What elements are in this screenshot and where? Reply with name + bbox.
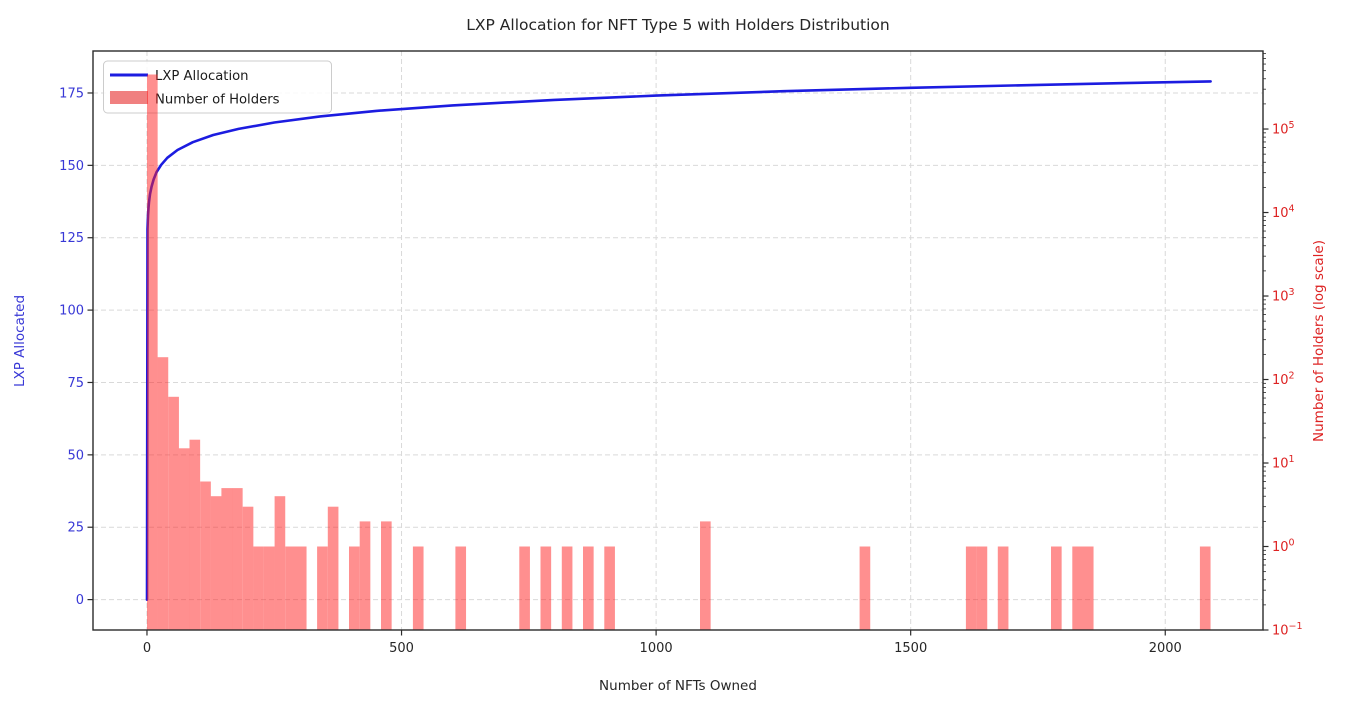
right-y-tick-label: 102 xyxy=(1272,371,1295,389)
holders-bar xyxy=(997,546,1009,630)
holders-bar xyxy=(327,506,339,630)
holders-bar xyxy=(253,546,264,630)
holders-bar xyxy=(317,546,328,630)
holders-bar xyxy=(210,496,222,630)
left-y-axis-label: LXP Allocated xyxy=(12,295,28,387)
left-y-tick-label: 75 xyxy=(67,376,84,391)
holders-bars xyxy=(147,74,1211,630)
holders-bar xyxy=(221,488,233,630)
holders-bar xyxy=(285,546,296,630)
x-axis-label: Number of NFTs Owned xyxy=(599,678,757,694)
x-tick-label: 2000 xyxy=(1149,641,1182,656)
holders-bar xyxy=(604,546,615,630)
right-y-tick-label: 104 xyxy=(1272,204,1295,222)
holders-bar xyxy=(412,546,424,630)
holders-bar xyxy=(583,546,594,630)
left-y-tick-label: 25 xyxy=(67,521,84,536)
holders-bar xyxy=(561,546,573,630)
plot-spines xyxy=(92,50,1264,631)
holders-bar xyxy=(189,439,201,630)
legend-patch-sample xyxy=(110,91,148,104)
x-tick-label: 1500 xyxy=(894,641,927,656)
holders-bar xyxy=(700,521,711,630)
left-y-tick-label: 125 xyxy=(59,231,84,246)
axis-ticks xyxy=(87,53,1269,636)
holders-bar xyxy=(157,357,169,630)
legend-frame xyxy=(103,60,332,114)
x-tick-label: 0 xyxy=(143,641,151,656)
legend-item-lxp-allocation: LXP Allocation xyxy=(155,69,249,84)
holders-bar xyxy=(349,546,360,630)
gridlines xyxy=(93,51,1263,630)
left-y-tick-label: 175 xyxy=(59,86,84,101)
holders-bar xyxy=(1082,546,1094,630)
holders-bar xyxy=(1072,546,1083,630)
left-y-tick-label: 150 xyxy=(59,159,84,174)
holders-bar xyxy=(859,546,871,630)
holders-bar xyxy=(455,546,467,630)
left-y-tick-label: 50 xyxy=(67,448,84,463)
holders-bar xyxy=(264,546,275,630)
x-tick-label: 1000 xyxy=(640,641,673,656)
holders-bar xyxy=(178,448,190,630)
right-y-tick-label: 105 xyxy=(1272,120,1295,138)
right-y-tick-label: 101 xyxy=(1272,454,1295,472)
left-y-tick-label: 100 xyxy=(59,304,84,319)
right-y-tick-label: 10−1 xyxy=(1272,621,1303,639)
right-y-axis-label: Number of Holders (log scale) xyxy=(1311,240,1327,442)
holders-bar xyxy=(168,396,179,630)
holders-bar xyxy=(200,481,211,630)
holders-bar xyxy=(232,488,243,630)
holders-bar xyxy=(519,546,530,630)
chart-title: LXP Allocation for NFT Type 5 with Holde… xyxy=(466,16,890,34)
holders-bar xyxy=(381,521,392,630)
x-tick-label: 500 xyxy=(389,641,414,656)
legend-item-number-of-holders: Number of Holders xyxy=(155,93,280,108)
holders-bar xyxy=(976,546,988,630)
holders-bar xyxy=(1199,546,1211,630)
left-y-tick-label: 0 xyxy=(76,593,84,608)
holders-bar xyxy=(295,546,307,630)
holders-bar xyxy=(274,496,286,630)
right-y-tick-label: 100 xyxy=(1272,538,1295,556)
holders-bar xyxy=(147,74,158,630)
axis-tick-labels: 0 500 1000 1500 2000 0 25 50 75 100 125 150 175 10−1 1… xyxy=(59,86,1302,656)
holders-bar xyxy=(359,521,371,630)
legend-box: LXP Allocation Number of Holders xyxy=(103,60,332,114)
holders-bar xyxy=(540,546,552,630)
lxp-allocation-line xyxy=(145,80,1212,601)
right-y-tick-label: 103 xyxy=(1272,287,1295,305)
holders-bar xyxy=(965,546,977,630)
holders-bar xyxy=(1051,546,1062,630)
holders-bar xyxy=(242,506,254,630)
